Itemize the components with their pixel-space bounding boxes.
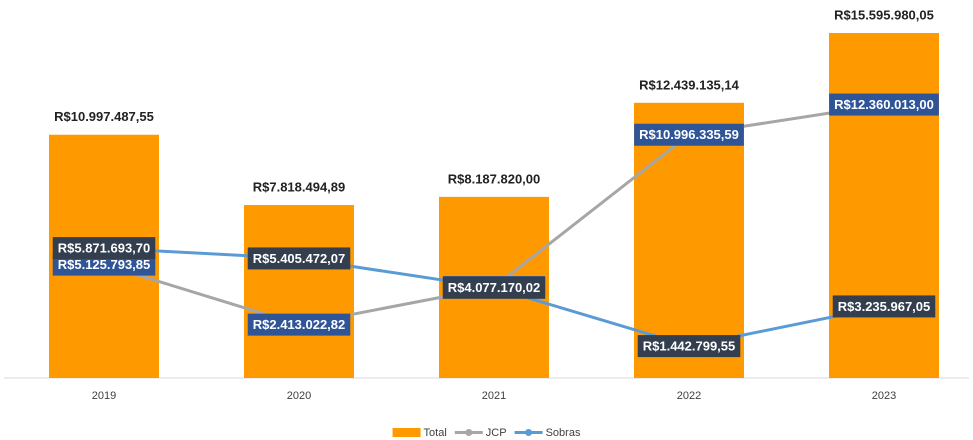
data-label: R$10.996.335,59	[639, 127, 739, 142]
data-label-box: R$5.871.693,70	[52, 237, 156, 260]
label-box	[637, 335, 741, 358]
data-label: R$10.997.487,55	[54, 109, 154, 124]
data-label: R$12.360.013,00	[834, 97, 934, 112]
data-label-box: R$1.442.799,55	[637, 335, 741, 358]
label-box	[634, 123, 744, 146]
bar	[244, 205, 354, 378]
label-box	[442, 276, 546, 299]
data-label-box: R$5.405.472,07	[247, 247, 351, 270]
data-label: R$3.235.967,05	[838, 299, 931, 314]
x-tick-label: 2023	[872, 390, 896, 402]
data-label: R$4.077.170,02	[448, 280, 541, 295]
data-label-box: R$5.125.793,85	[52, 253, 156, 276]
bar	[634, 102, 744, 379]
legend: Total JCP Sobras	[392, 427, 581, 439]
data-label-box: R$12.360.013,00	[829, 93, 939, 116]
data-label: R$2.413.022,82	[253, 317, 346, 332]
data-label: R$8.187.820,00	[448, 171, 541, 186]
legend-swatch	[392, 428, 421, 437]
data-label: R$5.405.472,07	[253, 251, 346, 266]
data-label-box: R$4.077.170,02	[442, 276, 546, 299]
x-tick-label: 2020	[287, 390, 311, 402]
label-box	[832, 295, 936, 318]
data-label: R$1.442.799,55	[643, 339, 736, 354]
label-box	[52, 237, 156, 260]
data-label-box: R$10.996.335,59	[634, 123, 744, 146]
bar	[829, 33, 939, 378]
legend-label: Sobras	[546, 427, 581, 439]
data-label: R$5.125.793,85	[58, 257, 151, 272]
legend-marker	[465, 429, 473, 436]
x-tick-label: 2021	[482, 390, 506, 402]
legend-label: Total	[424, 427, 447, 439]
label-box	[247, 247, 351, 270]
data-label: R$5.871.693,70	[58, 241, 151, 256]
label-box	[52, 253, 156, 276]
label-box	[829, 93, 939, 116]
data-label-box: R$3.235.967,05	[832, 295, 936, 318]
data-label-box: R$2.413.022,82	[247, 313, 351, 336]
legend-label: JCP	[486, 427, 507, 439]
x-tick-label: 2019	[92, 390, 116, 402]
data-label: R$12.439.135,14	[639, 77, 740, 92]
data-label: R$15.595.980,05	[834, 7, 934, 22]
legend-marker	[525, 429, 533, 436]
label-box	[247, 313, 351, 336]
x-tick-label: 2022	[677, 390, 701, 402]
data-label: R$7.818.494,89	[253, 179, 346, 194]
